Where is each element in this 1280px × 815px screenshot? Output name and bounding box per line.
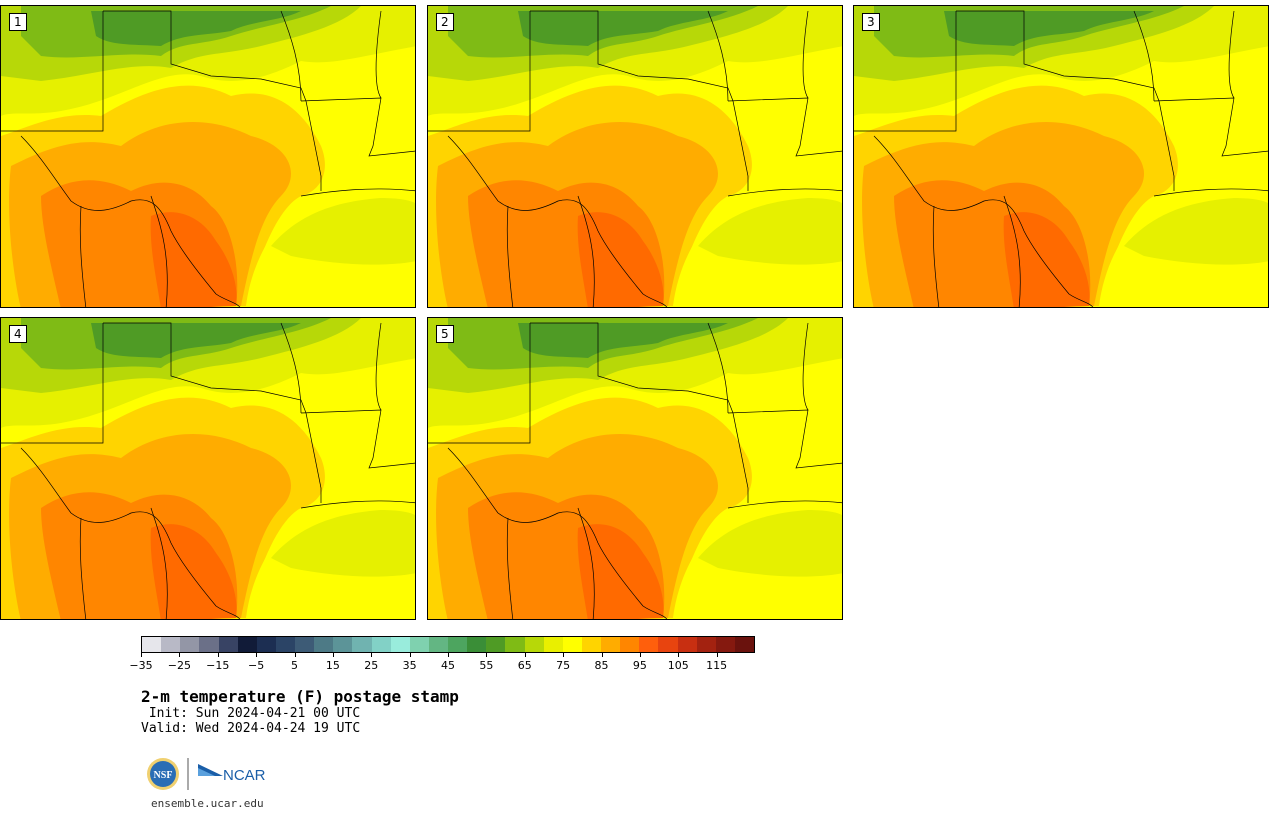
nsf-logo: NSF <box>147 758 179 790</box>
colorbar-tick <box>678 653 680 657</box>
colorbar-tick <box>179 653 181 657</box>
colorbar-tick-label: 115 <box>706 659 728 672</box>
colorbar-swatch <box>199 637 219 652</box>
colorbar-tick <box>524 653 526 657</box>
colorbar-tick <box>256 653 258 657</box>
colorbar-tick-label: −15 <box>206 659 230 672</box>
colorbar-tick-label: −5 <box>248 659 265 672</box>
sponsor-logos: NSF NCAR <box>147 758 266 790</box>
colorbar-swatch <box>237 637 257 652</box>
colorbar-swatch <box>428 637 448 652</box>
colorbar-tick <box>141 653 142 657</box>
colorbar-tick <box>563 653 565 657</box>
colorbar-swatch <box>409 637 429 652</box>
colorbar-tick-label: 25 <box>364 659 379 672</box>
member-label-3: 3 <box>862 13 880 31</box>
colorbar-tick-label: 55 <box>479 659 494 672</box>
colorbar-tick-label: 65 <box>517 659 532 672</box>
colorbar-tick <box>371 653 373 657</box>
ensemble-member-panel-2: 2 <box>427 5 843 308</box>
colorbar-swatch <box>142 637 162 652</box>
colorbar-swatch <box>390 637 410 652</box>
ensemble-member-panel-3: 3 <box>853 5 1269 308</box>
colorbar-swatch <box>161 637 181 652</box>
colorbar-tick-label: 5 <box>291 659 298 672</box>
colorbar-swatch <box>505 637 525 652</box>
colorbar-swatch <box>333 637 353 652</box>
colorbar-tick <box>217 653 219 657</box>
colorbar-swatch <box>524 637 544 652</box>
colorbar-swatch <box>256 637 276 652</box>
colorbar-swatch <box>677 637 697 652</box>
ensemble-member-panel-1: 1 <box>0 5 416 308</box>
colorbar-swatch <box>581 637 601 652</box>
temperature-map-5 <box>428 318 843 620</box>
colorbar-swatch <box>448 637 468 652</box>
colorbar-tick <box>448 653 449 657</box>
colorbar-swatch <box>180 637 200 652</box>
member-label-4: 4 <box>9 325 27 343</box>
colorbar-swatch <box>639 637 659 652</box>
member-label-1: 1 <box>9 13 27 31</box>
temperature-map-2 <box>428 6 843 308</box>
ensemble-member-panel-4: 4 <box>0 317 416 620</box>
temperature-map-4 <box>1 318 416 620</box>
figure-title: 2-m temperature (F) postage stamp <box>141 687 459 706</box>
colorbar-swatch <box>371 637 391 652</box>
temperature-map-3 <box>854 6 1269 308</box>
colorbar-swatch <box>696 637 716 652</box>
colorbar-tick <box>294 653 296 657</box>
colorbar-tick-label: −35 <box>129 659 153 672</box>
colorbar-tick-label: 95 <box>632 659 647 672</box>
colorbar-tick-label: −25 <box>167 659 191 672</box>
colorbar-tick-label: 75 <box>556 659 571 672</box>
colorbar-tick <box>716 653 718 657</box>
ensemble-member-panel-5: 5 <box>427 317 843 620</box>
temperature-map-1 <box>1 6 416 308</box>
valid-time: Valid: Wed 2024-04-24 19 UTC <box>141 721 361 736</box>
colorbar-swatch <box>601 637 621 652</box>
colorbar-tick-label: 85 <box>594 659 609 672</box>
colorbar-swatch <box>218 637 238 652</box>
colorbar-swatch <box>658 637 678 652</box>
colorbar-tick-label: 35 <box>402 659 417 672</box>
colorbar-swatch <box>275 637 295 652</box>
colorbar-tick <box>601 653 603 657</box>
init-time: Init: Sun 2024-04-21 00 UTC <box>141 706 361 721</box>
colorbar-swatch <box>715 637 735 652</box>
colorbar-tick-labels: −35 −25 −15 −5 5 15 25 35 45 55 65 75 85 95 105 115 <box>129 653 755 675</box>
colorbar-tick <box>409 653 411 657</box>
colorbar-swatch <box>352 637 372 652</box>
member-label-5: 5 <box>436 325 454 343</box>
colorbar-tick-label: 105 <box>667 659 689 672</box>
colorbar-swatch <box>620 637 640 652</box>
colorbar-swatch <box>562 637 582 652</box>
colorbar-swatch <box>467 637 487 652</box>
colorbar-swatch <box>295 637 315 652</box>
colorbar-tick <box>486 653 488 657</box>
colorbar-tick <box>639 653 641 657</box>
ncar-logo: NCAR <box>198 764 266 784</box>
colorbar-tick-label: 45 <box>441 659 455 672</box>
colorbar-swatch <box>543 637 563 652</box>
svg-text:NCAR: NCAR <box>223 767 266 784</box>
svg-text:NSF: NSF <box>154 770 173 781</box>
colorbar-swatch <box>314 637 334 652</box>
colorbar-tick-label: 15 <box>325 659 340 672</box>
colorbar-swatch <box>734 637 754 652</box>
colorbar-tick <box>332 653 334 657</box>
temperature-colorbar <box>141 636 755 653</box>
member-label-2: 2 <box>436 13 454 31</box>
colorbar-swatch <box>486 637 506 652</box>
website-url: ensemble.ucar.edu <box>151 797 264 810</box>
